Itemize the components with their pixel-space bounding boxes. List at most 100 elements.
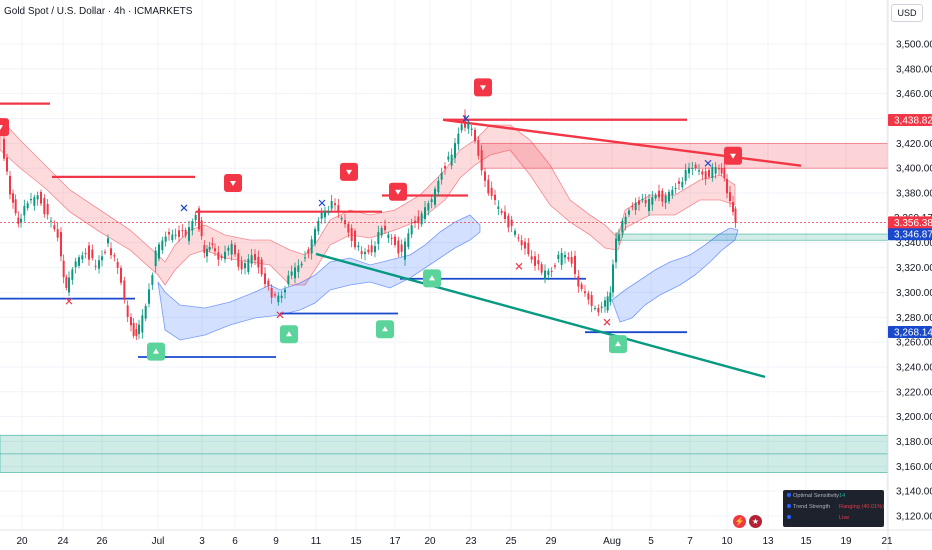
candle-body [30,199,32,201]
candle-body [280,295,283,298]
price-label-bg [888,113,932,126]
candle-body [668,191,670,202]
candle-body [191,221,194,231]
price-tick: 3,200.00 [896,412,932,423]
candle-body [198,208,200,230]
candle-body [151,275,154,285]
candle-body [344,220,346,225]
candle-body [94,265,97,267]
candle-body [81,255,84,260]
candle-body [78,257,80,266]
candle-body [12,193,14,203]
time-tick: 23 [465,536,477,547]
time-tick: 3 [199,536,205,547]
candle-body [470,128,473,130]
candle-body [547,270,550,276]
time-tick: 29 [545,536,557,547]
candle-body [557,254,560,259]
candle-body [123,280,126,300]
candle-body [113,255,116,257]
candle-body [347,224,350,233]
candle-body [264,273,266,285]
time-tick: 20 [16,536,28,547]
price-tick: 3,120.00 [896,512,932,523]
lightning-icon[interactable]: ⚡ [733,515,746,528]
candle-body [244,263,246,269]
candle-body [434,188,436,205]
candle-body [340,217,343,220]
candle-body [487,179,490,194]
candle-body [530,256,533,260]
candle-body [594,308,596,310]
candle-body [444,165,446,169]
candle-body [237,253,240,267]
candle-body [440,172,443,180]
candle-body [104,251,106,253]
candle-body [400,244,403,252]
candle-body [590,295,593,306]
cross-marker [276,311,284,319]
candle-body [217,252,220,260]
candle-body [480,150,483,171]
candle-body [420,213,423,225]
time-tick: 5 [648,536,654,547]
candle-body [497,206,500,209]
candle-body [430,199,433,203]
candle-body [337,205,340,212]
candle-body [294,267,296,279]
price-axis: 3,120.00 3,140.00 3,160.00 3,180.00 3,200.00… [887,0,932,550]
candle-body [651,197,654,205]
candle-body [247,259,250,273]
price-label-bg [888,228,932,241]
candle-body [417,216,420,224]
candle-body [514,230,516,235]
candle-body [126,305,129,318]
candle-body [658,190,660,198]
candle-body [334,203,336,206]
candle-body [310,239,313,254]
candle-body [570,257,573,264]
trend-label: Trend Strength [793,503,831,510]
candle-body [220,256,223,259]
candle-body [520,240,523,246]
price-tick: 3,160.00 [896,462,932,473]
candle-body [200,220,203,237]
candle-body [327,210,330,213]
candle-body [684,169,687,181]
chart-grid [0,0,888,530]
candle-body [380,228,383,236]
time-tick: 7 [687,536,693,547]
cross-marker [704,159,712,167]
candle-body [567,257,570,260]
candle-body [116,262,119,268]
candle-body [88,245,90,260]
us-flag-icon[interactable]: ★ [749,515,762,528]
candle-body [227,247,230,251]
candle-body [540,264,543,273]
candle-body [615,238,617,263]
currency-button[interactable]: USD [891,4,923,22]
time-tick: 10 [721,536,733,547]
candle-body [144,305,147,319]
price-tick: 3,220.00 [896,387,932,398]
price-label: 3,268.14 [894,327,932,338]
candle-body [194,215,197,220]
candle-body [203,245,206,253]
cross-marker [180,204,188,212]
price-tick: 3,320.00 [896,263,932,274]
candle-body [377,232,380,244]
candle-body [437,180,440,193]
candle-body [98,260,100,269]
time-tick: 6 [232,536,238,547]
buy-arrow-icon [382,326,388,332]
candle-body [14,199,17,214]
candle-body [580,284,583,290]
candle-body [297,265,300,272]
candle-body [132,323,135,336]
price-tick: 3,240.00 [896,362,932,373]
price-tick: 3,300.00 [896,288,932,299]
sell-arrow-icon [730,153,736,159]
candle-body [40,191,42,204]
sell-arrow-icon [480,85,486,91]
